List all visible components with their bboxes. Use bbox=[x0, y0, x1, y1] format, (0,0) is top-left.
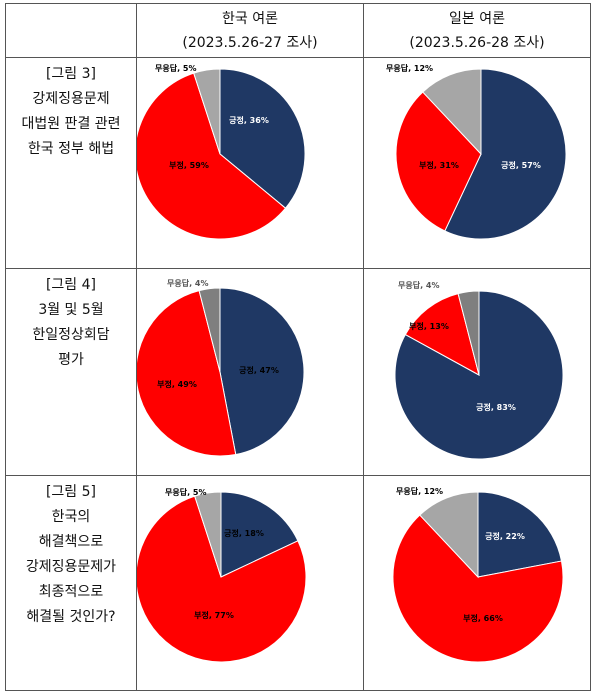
row-label-line: 최종적으로 bbox=[38, 584, 104, 600]
label-negative: 부정, 59% bbox=[169, 160, 209, 170]
korea-title: 한국 여론 bbox=[222, 11, 278, 27]
row-label-line: [그림 3] bbox=[45, 66, 97, 82]
row-label-line: 한일정상회담 bbox=[32, 327, 110, 343]
japan-header: 일본 여론 (2023.5.26-28 조사) bbox=[363, 3, 591, 58]
pie-fig3-japan: 긍정, 57% 부정, 31% 무응답, 12% bbox=[386, 63, 567, 240]
label-negative: 부정, 66% bbox=[463, 613, 503, 623]
pie-slice-no-answer bbox=[198, 287, 221, 373]
row-label-line: 대법원 판결 관련 bbox=[21, 116, 121, 132]
label-no-answer: 무응답, 4% bbox=[167, 278, 209, 288]
pie-slice-no-answer bbox=[193, 68, 221, 155]
label-no-answer: 무응답, 5% bbox=[165, 487, 207, 497]
japan-title: 일본 여론 bbox=[449, 11, 505, 27]
label-positive: 긍정, 36% bbox=[229, 115, 269, 125]
pie-fig4-japan: 긍정, 83% 부정, 13% 무응답, 4% bbox=[394, 280, 564, 460]
row-label-line: [그림 5] bbox=[45, 484, 97, 500]
chart-cell-fig5-korea: 긍정, 18% 부정, 77% 무응답, 5% bbox=[135, 475, 364, 691]
pie-fig5-korea: 긍정, 18% 부정, 77% 무응답, 5% bbox=[135, 487, 307, 663]
label-positive: 긍정, 22% bbox=[485, 531, 525, 541]
label-negative: 부정, 31% bbox=[419, 160, 459, 170]
japan-period: (2023.5.26-28 조사) bbox=[409, 35, 545, 51]
row-label-line: 한국 정부 해법 bbox=[27, 141, 115, 157]
pie-slice-positive bbox=[220, 491, 299, 578]
pie-slice-positive bbox=[219, 68, 306, 209]
row-label-line: 해결될 것인가? bbox=[26, 609, 116, 625]
survey-table: 한국 여론 (2023.5.26-27 조사) 일본 여론 (2023.5.26… bbox=[5, 3, 591, 691]
label-positive: 긍정, 47% bbox=[239, 365, 279, 375]
pie-slice-negative bbox=[392, 514, 564, 663]
korea-header: 한국 여론 (2023.5.26-27 조사) bbox=[136, 3, 364, 58]
row-label-line: 해결책으로 bbox=[38, 534, 104, 550]
label-negative: 부정, 13% bbox=[409, 321, 449, 331]
label-no-answer: 무응답, 5% bbox=[155, 63, 197, 73]
korea-period: (2023.5.26-27 조사) bbox=[182, 35, 318, 51]
pie-slice-positive bbox=[219, 287, 305, 456]
pie-fig5-japan: 긍정, 22% 부정, 66% 무응답, 12% bbox=[392, 486, 564, 663]
chart-cell-fig5-japan: 긍정, 22% 부정, 66% 무응답, 12% bbox=[363, 475, 591, 691]
row-label-line: 강제징용문제 bbox=[32, 91, 110, 107]
pie-slice-no-answer bbox=[194, 491, 222, 578]
row-label-line: 강제징용문제가 bbox=[25, 559, 117, 575]
label-no-answer: 무응답, 12% bbox=[386, 63, 433, 73]
pie-slice-negative bbox=[395, 91, 482, 232]
pie-slice-negative bbox=[134, 72, 287, 240]
pie-slice-negative bbox=[135, 290, 237, 457]
pie-fig3-korea: 긍정, 36% 부정, 59% 무응답, 5% bbox=[134, 63, 306, 240]
label-no-answer: 무응답, 4% bbox=[398, 280, 440, 290]
pie-slice-positive bbox=[477, 491, 563, 578]
pie-slice-negative bbox=[135, 495, 307, 663]
chart-cell-fig3-japan: 긍정, 57% 부정, 31% 무응답, 12% bbox=[363, 57, 591, 269]
row-label-line: 3월 및 5월 bbox=[38, 302, 104, 318]
label-negative: 부정, 49% bbox=[157, 379, 197, 389]
pie-slice-no-answer bbox=[419, 491, 479, 579]
pie-slice-positive bbox=[444, 68, 567, 240]
pie-slice-no-answer bbox=[457, 290, 480, 376]
chart-cell-fig4-korea: 긍정, 47% 부정, 49% 무응답, 4% bbox=[135, 268, 364, 476]
chart-cell-fig4-japan: 긍정, 83% 부정, 13% 무응답, 4% bbox=[363, 268, 591, 476]
label-positive: 긍정, 83% bbox=[476, 402, 516, 412]
label-no-answer: 무응답, 12% bbox=[396, 486, 443, 496]
row-label-line: 한국의 bbox=[51, 509, 91, 525]
row-label-line: 평가 bbox=[58, 352, 84, 368]
label-positive: 긍정, 57% bbox=[501, 160, 541, 170]
pie-fig4-korea: 긍정, 47% 부정, 49% 무응답, 4% bbox=[135, 278, 305, 457]
row-label-line: [그림 4] bbox=[45, 277, 97, 293]
chart-cell-fig3-korea: 긍정, 36% 부정, 59% 무응답, 5% bbox=[134, 57, 364, 269]
corner-cell bbox=[5, 3, 137, 58]
label-positive: 긍정, 18% bbox=[224, 528, 264, 538]
pie-slice-no-answer bbox=[422, 68, 482, 156]
label-negative: 부정, 77% bbox=[194, 610, 234, 620]
pie-slice-negative bbox=[404, 293, 480, 376]
